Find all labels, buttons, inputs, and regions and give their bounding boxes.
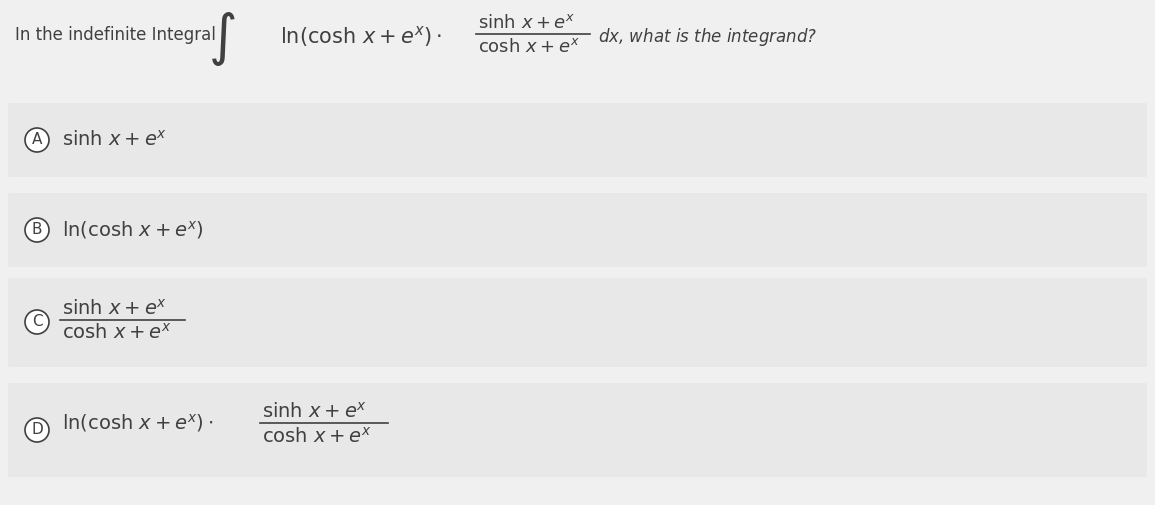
Text: $\mathrm{ln}(\cosh\, x + e^x)\cdot$: $\mathrm{ln}(\cosh\, x + e^x)\cdot$ bbox=[62, 412, 214, 434]
Text: $\sinh\, x + e^x$: $\sinh\, x + e^x$ bbox=[262, 402, 367, 422]
FancyBboxPatch shape bbox=[8, 383, 1147, 477]
FancyBboxPatch shape bbox=[8, 193, 1147, 267]
Text: $dx$, what is the integrand?: $dx$, what is the integrand? bbox=[598, 26, 818, 48]
Text: B: B bbox=[31, 223, 43, 237]
FancyBboxPatch shape bbox=[8, 103, 1147, 177]
Circle shape bbox=[25, 418, 49, 442]
FancyBboxPatch shape bbox=[8, 278, 1147, 367]
Circle shape bbox=[25, 310, 49, 334]
Text: $\cosh\, x + e^x$: $\cosh\, x + e^x$ bbox=[62, 323, 172, 343]
Text: In the indefinite Integral: In the indefinite Integral bbox=[15, 26, 216, 44]
Circle shape bbox=[25, 218, 49, 242]
Circle shape bbox=[25, 128, 49, 152]
Text: $\sinh\, x + e^x$: $\sinh\, x + e^x$ bbox=[62, 299, 167, 319]
Text: A: A bbox=[32, 132, 43, 147]
Text: C: C bbox=[31, 315, 43, 329]
Text: $\int$: $\int$ bbox=[208, 10, 236, 68]
Text: $\sinh\, x + e^x$: $\sinh\, x + e^x$ bbox=[62, 130, 167, 150]
Text: $\mathrm{ln}(\cosh\, x + e^x)$: $\mathrm{ln}(\cosh\, x + e^x)$ bbox=[62, 219, 203, 241]
Text: $\mathrm{ln}(\cosh\, x + e^x)\cdot$: $\mathrm{ln}(\cosh\, x + e^x)\cdot$ bbox=[280, 25, 442, 49]
Text: $\cosh\, x + e^x$: $\cosh\, x + e^x$ bbox=[478, 38, 580, 56]
Text: $\cosh\, x + e^x$: $\cosh\, x + e^x$ bbox=[262, 427, 372, 447]
Text: $\sinh\, x + e^x$: $\sinh\, x + e^x$ bbox=[478, 14, 575, 32]
Text: D: D bbox=[31, 423, 43, 437]
